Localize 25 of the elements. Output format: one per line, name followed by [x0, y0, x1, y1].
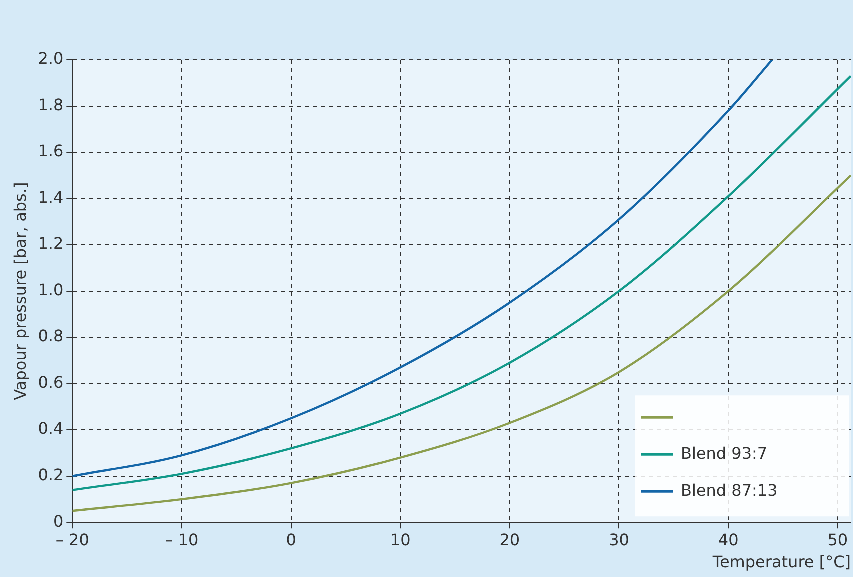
x-tick-label: 30 — [609, 530, 630, 550]
y-tick-label: 0.6 — [38, 372, 64, 392]
x-tick-label: 40 — [718, 530, 739, 550]
y-tick-label: 0 — [53, 512, 64, 531]
legend-label: Blend 87:13 — [681, 480, 778, 500]
line-series — [72, 174, 851, 512]
x-tick-label: – 10 — [165, 530, 199, 550]
legend-label: Blend 93:7 — [681, 444, 768, 463]
x-tick-label: – 20 — [56, 530, 90, 550]
y-tick-label: 0.4 — [38, 419, 64, 438]
y-axis-title: Vapour pressure [bar, abs.] — [10, 182, 30, 400]
x-tick-label: 10 — [390, 530, 411, 550]
y-tick-label: 1.0 — [38, 280, 64, 300]
x-tick-label: 20 — [500, 530, 520, 550]
y-tick-label: 1.6 — [38, 142, 64, 161]
y-tick-label: 2.0 — [38, 49, 64, 68]
y-tick-label: 1.8 — [38, 95, 64, 114]
y-tick-label: 0.2 — [38, 465, 64, 484]
y-tick-label: 0.8 — [38, 326, 64, 346]
x-axis-title: Temperature [°C] — [712, 552, 851, 572]
x-tick-label: 0 — [286, 530, 296, 550]
y-tick-label: 1.2 — [38, 234, 64, 254]
y-tick-label: 1.4 — [38, 188, 64, 207]
x-tick-label: 50 — [828, 530, 848, 550]
line-series — [72, 60, 774, 478]
